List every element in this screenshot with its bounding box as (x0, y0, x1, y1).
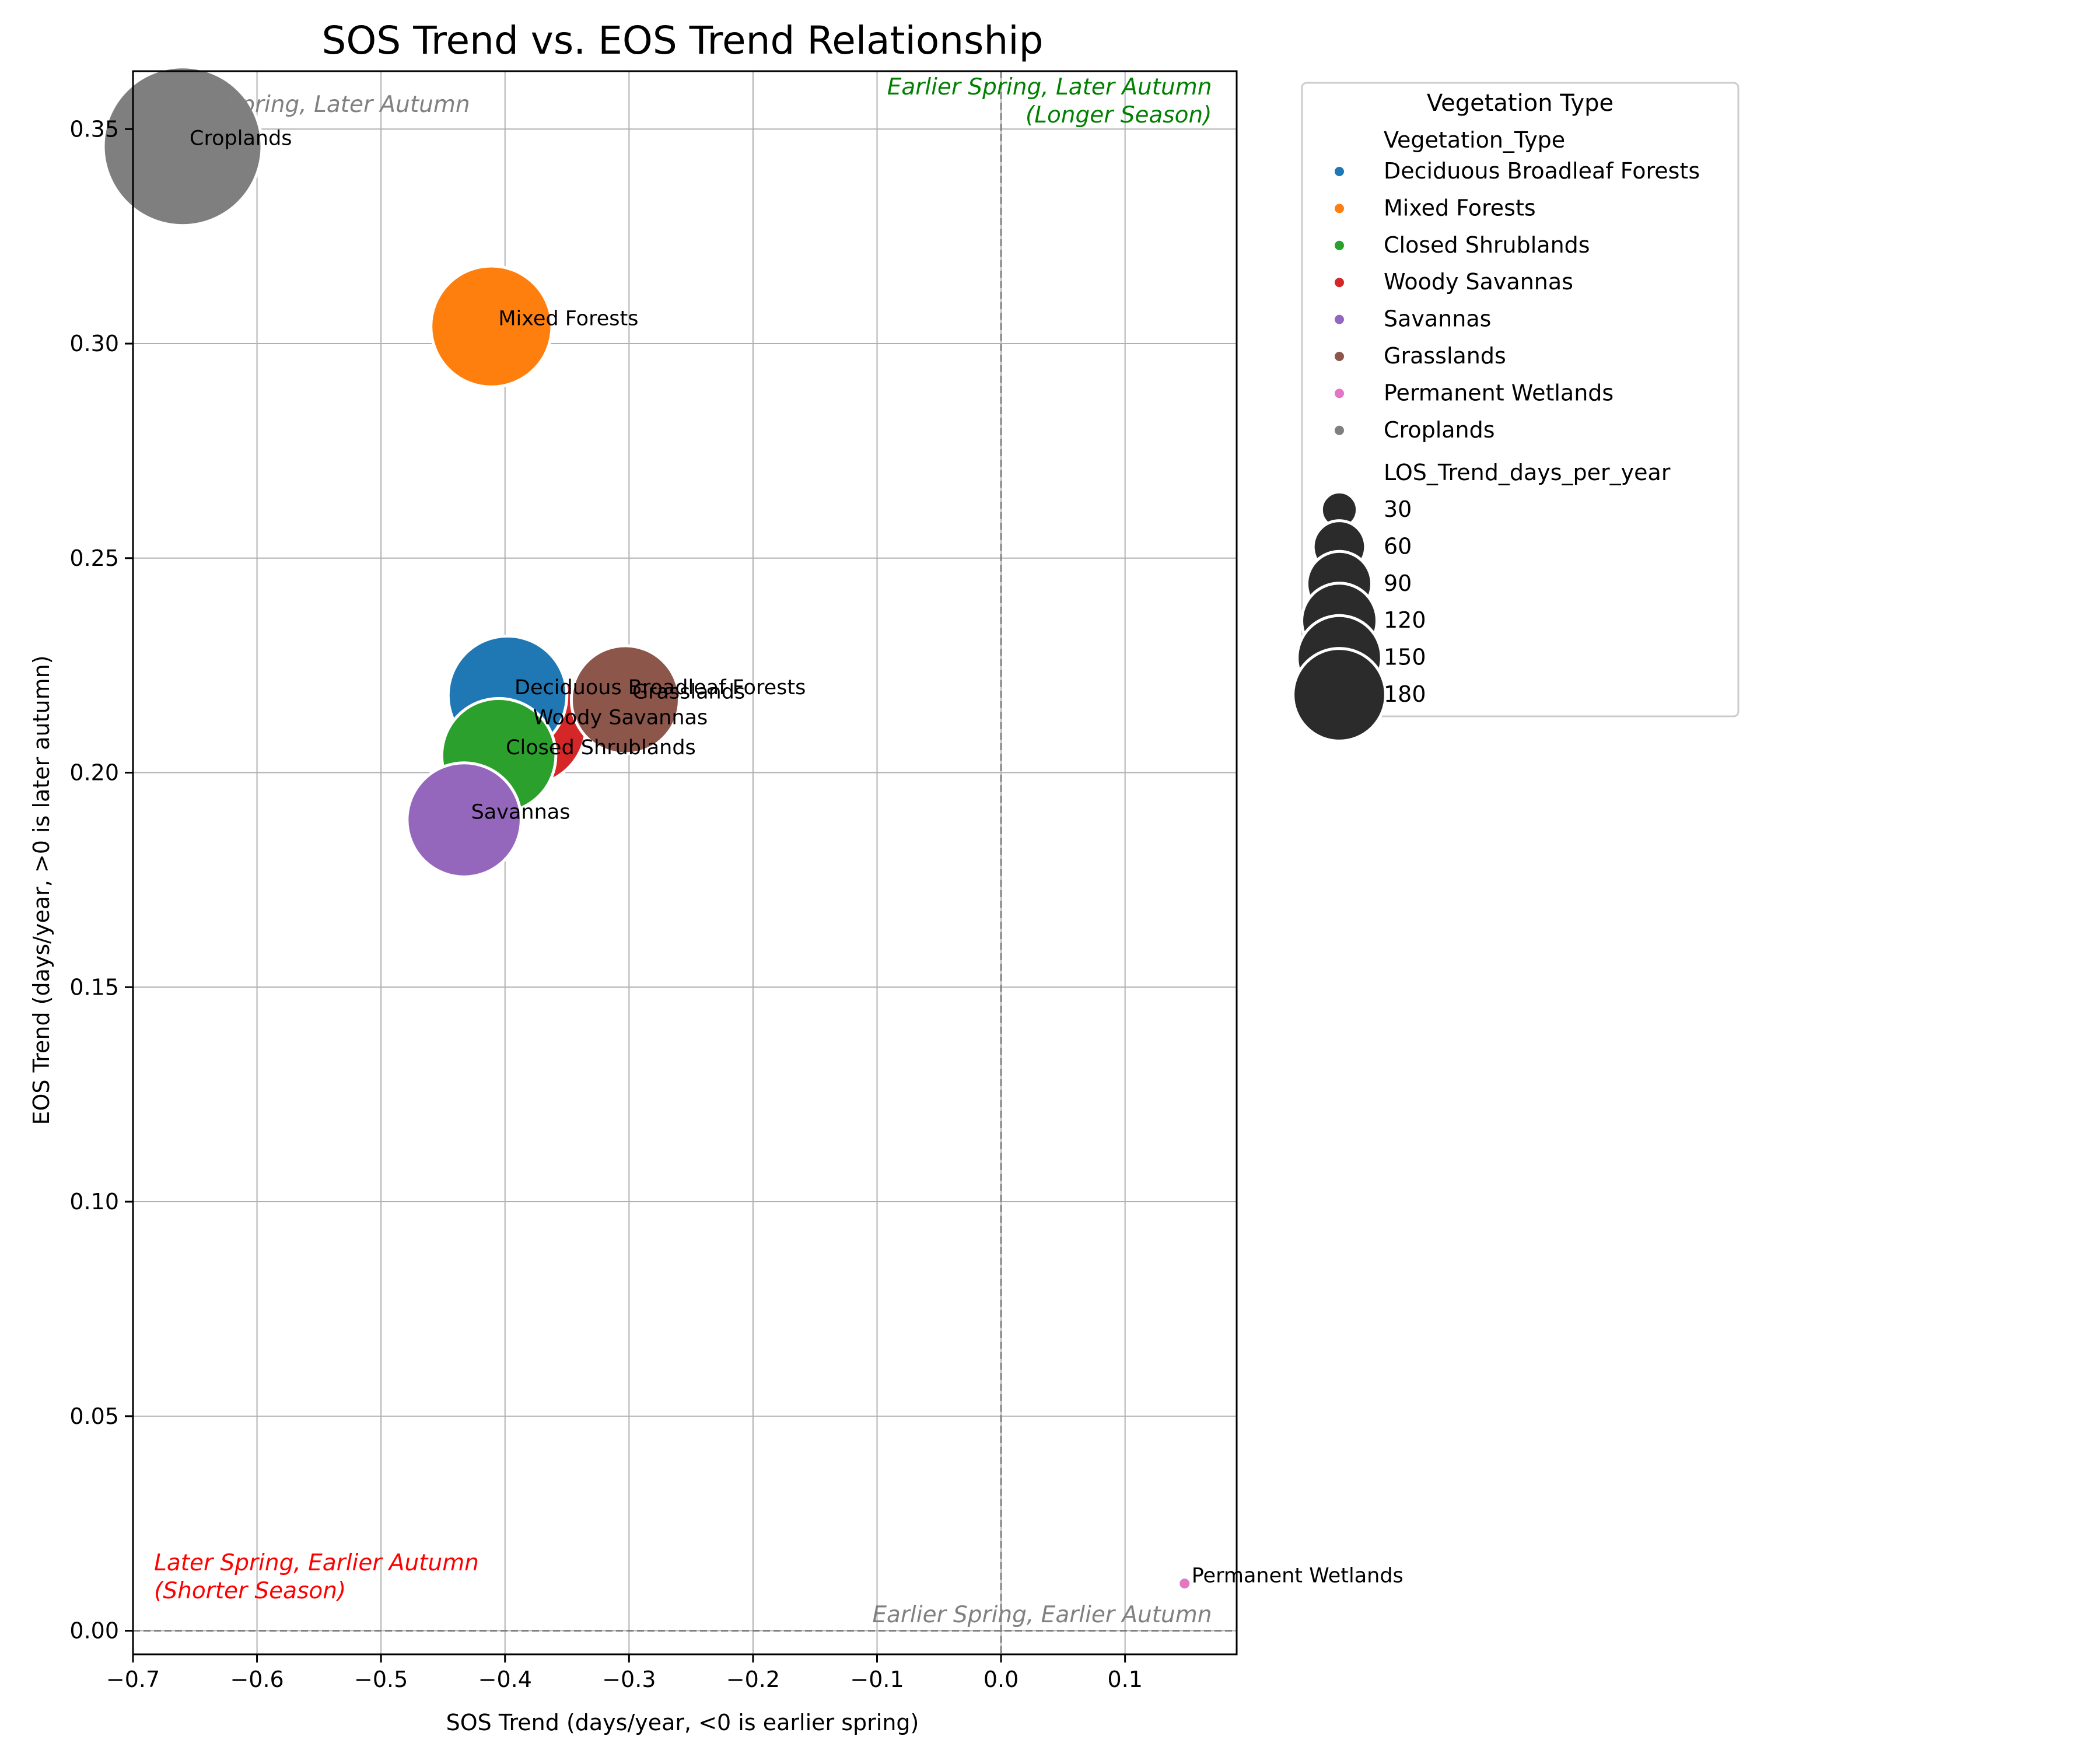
legend-label-mixed-forests: Mixed Forests (1384, 195, 1536, 220)
annotation-line1: Later Spring, Earlier Autumn (154, 1550, 479, 1576)
legend-size-label-30: 30 (1384, 496, 1412, 522)
y-tick-label: 0.25 (69, 545, 119, 571)
legend-size-header: LOS_Trend_days_per_year (1384, 460, 1671, 485)
legend-label-permanent-wetlands: Permanent Wetlands (1384, 380, 1614, 405)
point-label-croplands: Croplands (190, 127, 292, 150)
y-tick-label: 0.20 (69, 760, 119, 786)
y-tick-label: 0.05 (69, 1404, 119, 1429)
legend-marker-mixed-forests (1335, 204, 1344, 214)
axes-frame (132, 70, 1238, 1656)
legend-frame (1301, 82, 1740, 718)
reference-lines (133, 71, 1237, 1654)
point-label-savannas: Savannas (471, 800, 570, 824)
point-savannas (405, 761, 523, 878)
y-tick-label: 0.00 (69, 1618, 119, 1644)
annotation-line1: Spring, Later Autumn (226, 92, 470, 118)
y-tick-label: 0.30 (69, 331, 119, 356)
point-grasslands (569, 644, 681, 755)
legend-marker-croplands (1335, 425, 1344, 435)
annotation-line2: (Shorter Season) (154, 1578, 346, 1604)
y-tick-label: 0.15 (69, 974, 119, 1000)
y-tick-label: 0.10 (69, 1189, 119, 1214)
legend-marker-woody-savannas (1335, 278, 1344, 288)
x-tick-label: −0.5 (354, 1667, 408, 1692)
legend-size-entries: 30 60 90 120 150 180 (1292, 490, 1426, 743)
legend-label-croplands: Croplands (1384, 417, 1495, 443)
x-tick-label: −0.2 (726, 1667, 780, 1692)
chart-title: SOS Trend vs. EOS Trend Relationship (321, 18, 1043, 63)
legend-label-deciduous-broadleaf-forests: Deciduous Broadleaf Forests (1384, 158, 1700, 184)
legend-marker-closed-shrublands (1335, 240, 1344, 250)
legend-size-label-60: 60 (1384, 533, 1412, 559)
point-labels: Deciduous Broadleaf Forests Mixed Forests… (190, 127, 1404, 1588)
point-label-woody-savannas: Woody Savannas (533, 706, 708, 730)
legend-size-label-150: 150 (1384, 645, 1426, 670)
quadrant-annotations: Earlier Spring, Later Autumn(Longer Seas… (154, 74, 1212, 1628)
point-label-grasslands: Grasslands (632, 681, 745, 704)
point-permanent-wetlands (1177, 1576, 1193, 1592)
legend-label-grasslands: Grasslands (1384, 343, 1506, 369)
x-tick-label: 0.0 (984, 1667, 1019, 1692)
annotation-line1: Earlier Spring, Later Autumn (887, 74, 1212, 100)
legend-size-marker-180 (1292, 647, 1387, 743)
x-tick-label: −0.6 (230, 1667, 284, 1692)
x-tick-label: −0.3 (602, 1667, 656, 1692)
legend-label-savannas: Savannas (1384, 306, 1491, 332)
legend-label-closed-shrublands: Closed Shrublands (1384, 232, 1590, 258)
legend-size-label-90: 90 (1384, 570, 1412, 596)
x-tick-label: −0.1 (850, 1667, 904, 1692)
legend-marker-permanent-wetlands (1335, 388, 1344, 398)
legend-hue-header: Vegetation_Type (1384, 127, 1565, 153)
legend-size-label-180: 180 (1384, 681, 1426, 707)
legend-marker-deciduous-broadleaf-forests (1335, 167, 1344, 176)
x-tick-label: −0.7 (106, 1667, 160, 1692)
axis-ticks: −0.7 −0.6 −0.5 −0.4 −0.3 −0.2 −0.1 0.0 0.1 0.00 0.… (69, 116, 1143, 1692)
x-tick-label: −0.4 (478, 1667, 532, 1692)
x-axis-label: SOS Trend (days/year, <0 is earlier spri… (446, 1710, 919, 1735)
x-tick-label: 0.1 (1107, 1667, 1142, 1692)
point-label-mixed-forests: Mixed Forests (498, 307, 638, 331)
point-label-permanent-wetlands: Permanent Wetlands (1192, 1564, 1404, 1588)
legend-hue-entries: Deciduous Broadleaf Forests Mixed Forests… (1335, 158, 1700, 443)
legend-size-label-120: 120 (1384, 607, 1426, 633)
legend-label-woody-savannas: Woody Savannas (1384, 269, 1573, 295)
point-label-closed-shrublands: Closed Shrublands (506, 736, 696, 760)
legend: Vegetation Type Vegetation_Type Deciduou… (1292, 82, 1740, 743)
legend-title: Vegetation Type (1427, 90, 1614, 117)
point-mixed-forests (429, 264, 554, 388)
y-tick-label: 0.35 (69, 116, 119, 142)
point-label-deciduous-broadleaf-forests: Deciduous Broadleaf Forests (514, 676, 806, 699)
annotation-line2: (Longer Season) (1026, 102, 1212, 128)
legend-marker-grasslands (1335, 352, 1344, 361)
y-axis-label: EOS Trend (days/year, >0 is later autumn… (29, 655, 54, 1125)
points-layer (102, 65, 1193, 1592)
point-croplands (102, 65, 264, 228)
grid-layer (132, 71, 1237, 1654)
legend-marker-savannas (1335, 314, 1344, 324)
annotation-line1: Earlier Spring, Earlier Autumn (872, 1602, 1212, 1628)
